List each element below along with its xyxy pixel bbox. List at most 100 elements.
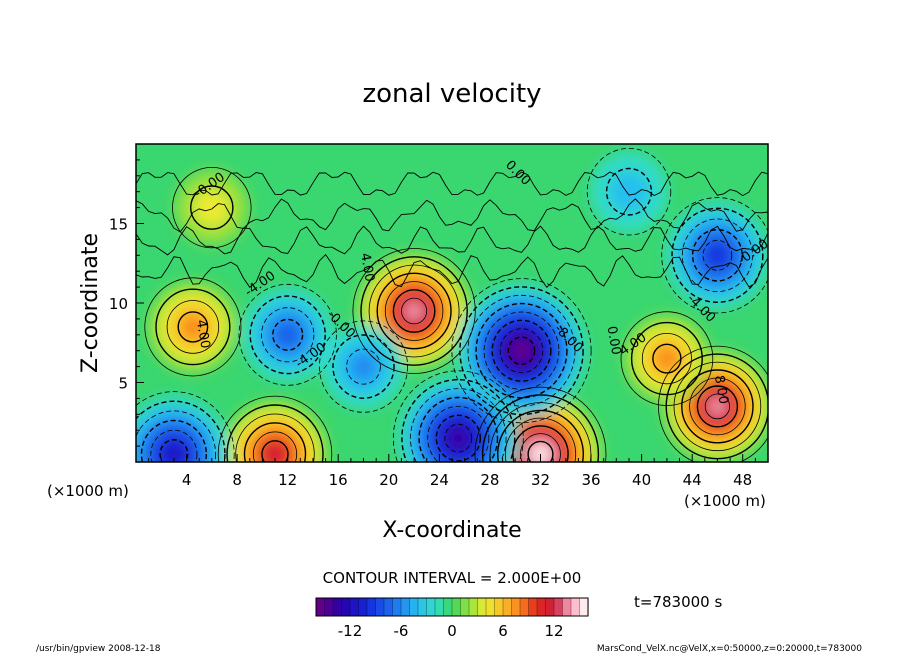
contour-7-3 [467,294,576,407]
colorbar-swatch-6 [366,597,377,617]
colorbar-swatch-27 [545,597,555,617]
colorbar-swatch-3 [341,597,351,617]
contour-label-8: 0.00 [604,325,624,356]
colorbar-swatch-30 [570,597,581,617]
contour-11-5 [150,429,198,462]
colorbar-tick-label-4: 12 [544,622,563,640]
contour-4-5 [689,377,746,436]
contour-3-4 [243,422,307,462]
y-tick-label-5: 5 [118,375,128,393]
colorbar-swatch-12 [417,597,428,617]
contour-5-2 [630,321,703,396]
x-tick-label-28: 28 [480,471,499,489]
colorbar-tick-label-0: -12 [338,622,363,640]
contour-4-3 [673,361,762,452]
y-axis: 5 10 15 [109,159,144,447]
colorbar-swatch-23 [511,597,521,617]
colorbar: -12 -6 0 6 12 [315,597,589,640]
contour-4-1 [658,345,768,462]
contour-0-3 [166,300,220,354]
field-feature-6-level-2 [193,189,230,227]
contour-4-4 [681,369,754,444]
x-tick-label-4: 4 [182,471,192,489]
colorbar-swatch-5 [358,597,368,617]
colorbar-tick-label-2: 0 [447,622,457,640]
footer-left: /usr/bin/gpview 2008-12-18 [36,644,161,654]
zero-contour-line-2 [136,225,768,256]
contour-0-4 [177,311,209,343]
contour-lines [136,147,768,462]
time-label: t=783000 s [634,593,722,611]
x-axis: 4 8 12 16 20 24 28 32 36 40 44 48 [148,454,756,489]
contour-3-2 [226,404,324,462]
colorbar-swatch-31 [579,597,589,617]
contour-11-3 [136,410,216,462]
contour-11-4 [140,419,207,462]
colorbar-swatch-21 [494,597,504,617]
field-feature-13-level-2 [609,171,649,212]
contour-13-2 [605,167,653,216]
field-feature-4-level-7 [709,398,726,415]
colorbar-swatch-1 [324,597,334,617]
colorbar-swatch-22 [502,597,513,617]
contour-7-6 [491,319,552,382]
colorbar-swatch-26 [536,597,547,617]
field-feature-7-level-8 [513,342,530,360]
colorbar-swatches [315,597,589,617]
contour-5-4 [652,343,682,374]
x-tick-label-48: 48 [733,471,752,489]
colorbar-swatch-19 [477,597,487,617]
contour-label-11: 8.00 [711,374,731,405]
field-feature-3-level-6 [266,445,284,462]
contour-12-2 [401,379,516,462]
colorbar-swatch-18 [468,597,479,617]
contour-6-2 [189,185,234,230]
colorbar-swatch-0 [315,597,326,617]
contour-3-3 [235,413,315,462]
contour-1-2 [360,256,468,366]
contour-0-1 [144,277,242,377]
contour-8-2 [671,207,764,304]
contour-9-3 [261,307,315,363]
y-axis-title: Z-coordinate [78,233,103,373]
colorbar-swatch-2 [332,597,343,617]
x-tick-label-16: 16 [329,471,348,489]
contour-9-2 [249,295,326,375]
colorbar-swatch-25 [528,597,538,617]
colorbar-swatch-10 [400,597,411,617]
x-tick-label-12: 12 [278,471,297,489]
contour-12-5 [427,406,490,462]
contour-4-7 [704,393,731,420]
y-tick-label-15: 15 [109,216,128,234]
contour-6-1 [172,167,252,249]
x-tick-label-8: 8 [232,471,242,489]
contour-9-4 [272,318,304,351]
colorbar-swatch-14 [434,597,445,617]
contour-7-7 [499,328,544,374]
colorbar-swatch-15 [443,597,453,617]
zero-contour-line-0 [136,171,768,197]
contour-1-3 [368,264,460,358]
contour-5-1 [620,311,714,406]
contour-2-4 [497,409,584,462]
footer-right: MarsCond_VelX.nc@VelX,x=0:50000,z=0:2000… [597,644,862,654]
colorbar-tick-label-1: -6 [394,622,409,640]
x-tick-label-44: 44 [683,471,702,489]
field-feature-10-level-3 [349,352,378,381]
contour-7-1 [451,278,592,424]
zero-contour-line-3 [136,253,768,288]
field-feature-9-level-4 [276,323,300,347]
contour-11-6 [159,439,189,462]
contour-12-3 [410,388,507,462]
colorbar-swatch-16 [451,597,462,617]
contour-2-1 [474,386,607,462]
plot-area: -0.00 0.004.00-4.00-0.004.00-4.00 -8.00 0.0… [135,143,769,463]
colorbar-swatch-13 [426,597,436,617]
velocity-field [136,151,768,462]
contour-1-5 [384,281,444,341]
contour-8-5 [702,239,733,271]
contour-1-7 [401,297,428,325]
x-tick-label-24: 24 [430,471,449,489]
contour-7-8 [507,336,536,366]
